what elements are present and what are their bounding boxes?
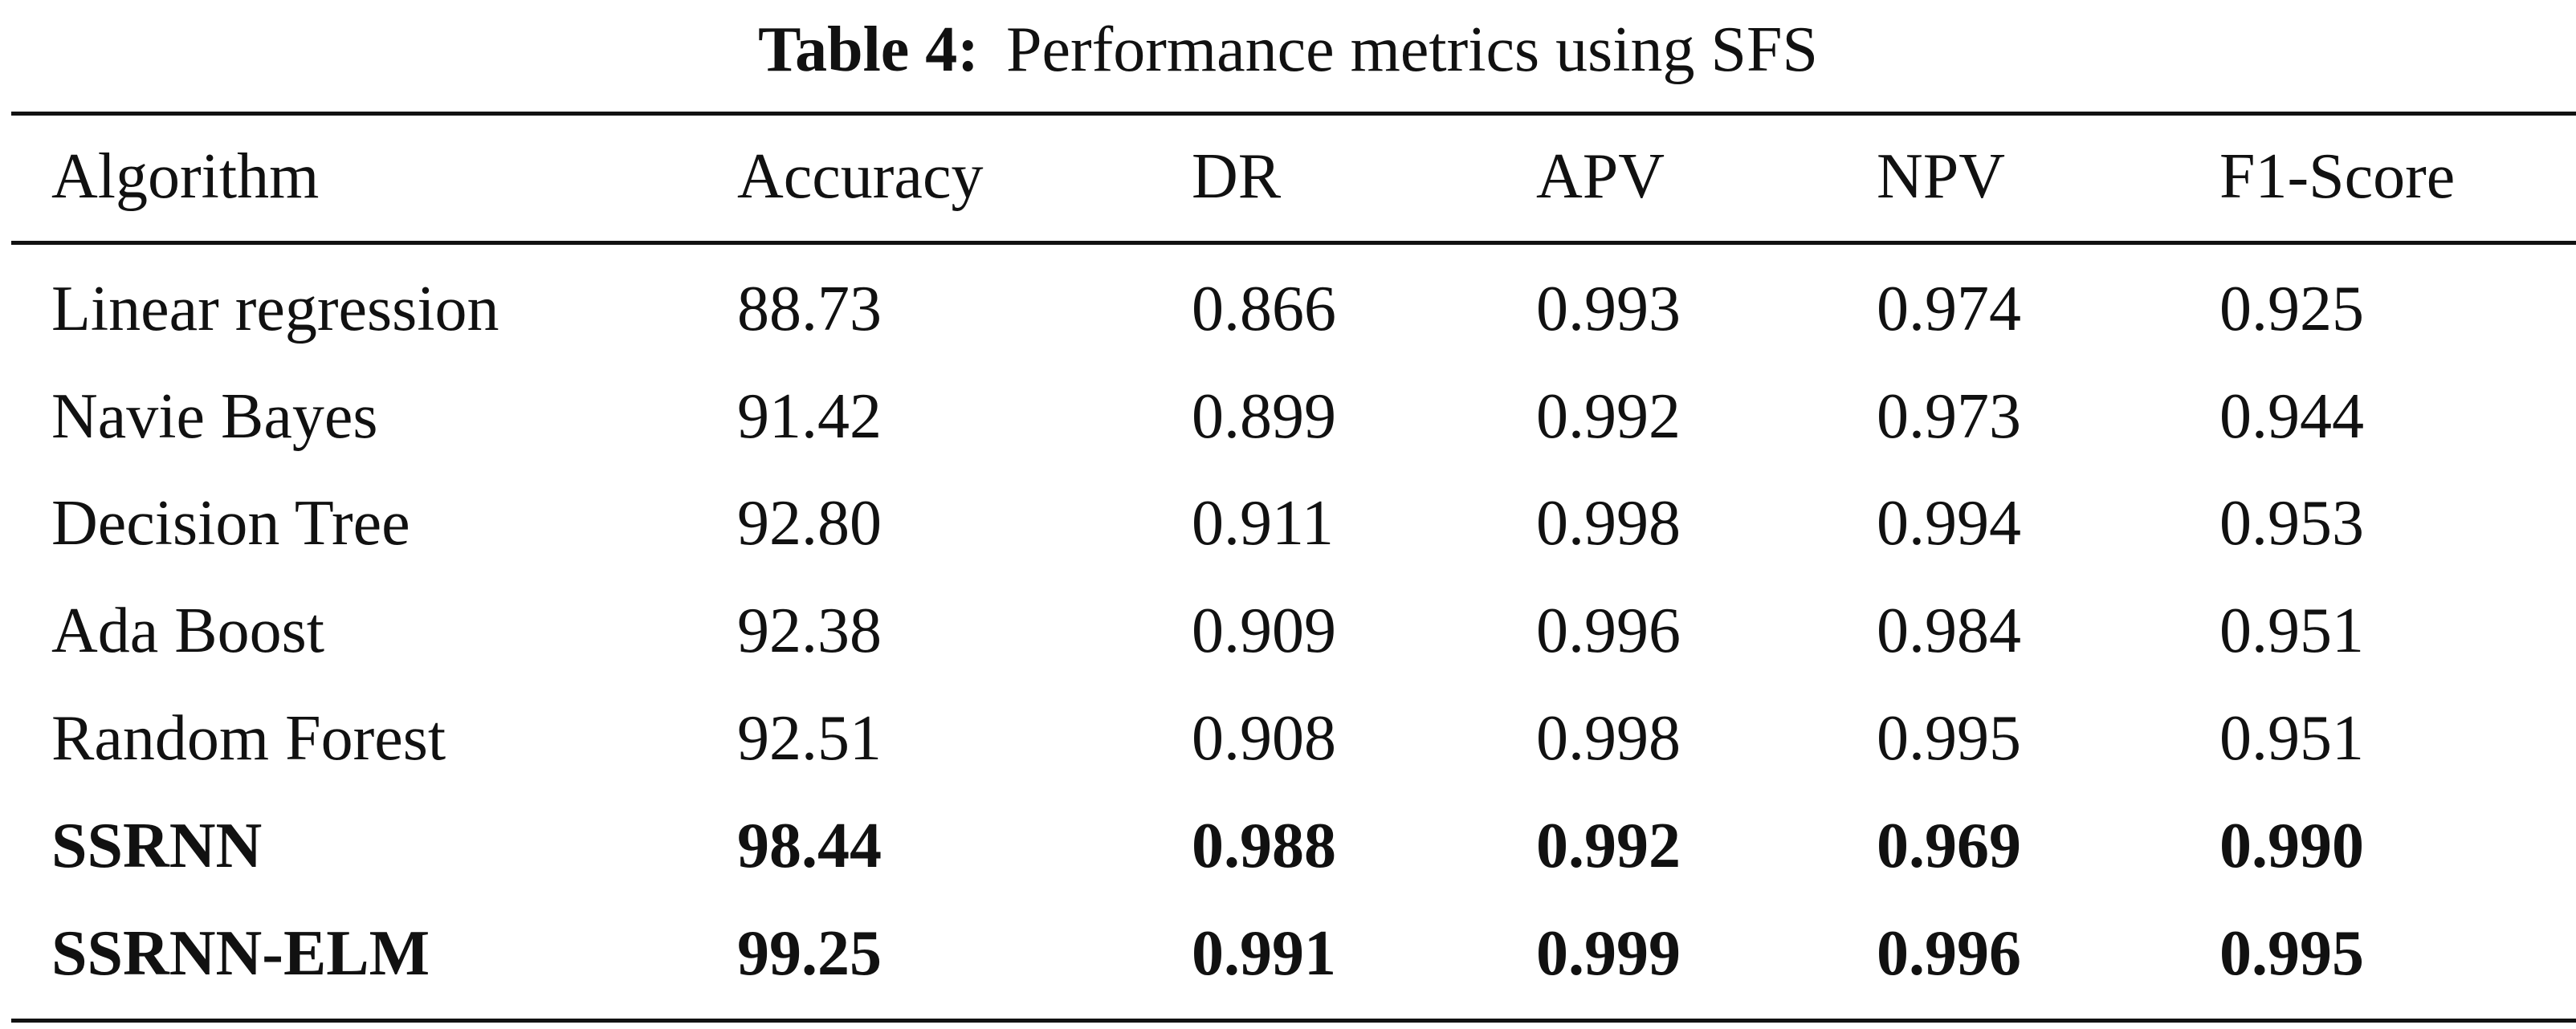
cell-apv: 0.999 [1536, 918, 1681, 989]
cell-accuracy: 92.51 [737, 703, 882, 774]
table-row: Linear regression 88.73 0.866 0.993 0.97… [0, 277, 2576, 357]
cell-dr: 0.909 [1192, 596, 1336, 666]
cell-f1-score: 0.990 [2219, 811, 2364, 881]
cell-dr: 0.991 [1192, 918, 1336, 989]
table-row: Random Forest 92.51 0.908 0.998 0.995 0.… [0, 706, 2576, 787]
table-row: Ada Boost 92.38 0.909 0.996 0.984 0.951 [0, 599, 2576, 679]
cell-apv: 0.998 [1536, 703, 1681, 774]
cell-npv: 0.984 [1877, 596, 2021, 666]
cell-npv: 0.974 [1877, 274, 2021, 344]
header-dr: DR [1192, 141, 1282, 212]
table-header-row: Algorithm Accuracy DR APV NPV F1-Score [0, 144, 2576, 225]
table-caption-label: Table 4: [758, 14, 979, 85]
table-row: Decision Tree 92.80 0.911 0.998 0.994 0.… [0, 491, 2576, 571]
table-row-highlighted: SSRNN 98.44 0.988 0.992 0.969 0.990 [0, 814, 2576, 894]
cell-algorithm: Linear regression [51, 274, 499, 344]
cell-accuracy: 99.25 [737, 918, 882, 989]
cell-dr: 0.899 [1192, 381, 1336, 452]
cell-dr: 0.866 [1192, 274, 1336, 344]
cell-algorithm: SSRNN [51, 811, 263, 881]
table-caption-title: Performance metrics using SFS [1005, 14, 1818, 85]
cell-algorithm: Decision Tree [51, 488, 410, 559]
cell-algorithm: Ada Boost [51, 596, 324, 666]
cell-npv: 0.996 [1877, 918, 2021, 989]
cell-algorithm: SSRNN-ELM [51, 918, 430, 989]
bottom-rule [11, 1019, 2576, 1023]
header-accuracy: Accuracy [737, 141, 984, 212]
cell-dr: 0.908 [1192, 703, 1336, 774]
cell-accuracy: 92.80 [737, 488, 882, 559]
header-algorithm: Algorithm [51, 141, 320, 212]
cell-f1-score: 0.951 [2219, 596, 2364, 666]
cell-f1-score: 0.951 [2219, 703, 2364, 774]
header-npv: NPV [1877, 141, 2006, 212]
header-rule [11, 241, 2576, 245]
cell-accuracy: 91.42 [737, 381, 882, 452]
cell-algorithm: Random Forest [51, 703, 446, 774]
cell-accuracy: 88.73 [737, 274, 882, 344]
cell-apv: 0.998 [1536, 488, 1681, 559]
cell-f1-score: 0.944 [2219, 381, 2364, 452]
cell-f1-score: 0.953 [2219, 488, 2364, 559]
cell-dr: 0.988 [1192, 811, 1336, 881]
cell-f1-score: 0.925 [2219, 274, 2364, 344]
header-apv: APV [1536, 141, 1665, 212]
cell-algorithm: Navie Bayes [51, 381, 378, 452]
cell-apv: 0.993 [1536, 274, 1681, 344]
cell-apv: 0.996 [1536, 596, 1681, 666]
cell-apv: 0.992 [1536, 381, 1681, 452]
cell-dr: 0.911 [1192, 488, 1335, 559]
table-caption: Table 4: Performance metrics using SFS [0, 0, 2576, 100]
cell-npv: 0.994 [1877, 488, 2021, 559]
cell-npv: 0.995 [1877, 703, 2021, 774]
cell-npv: 0.973 [1877, 381, 2021, 452]
cell-accuracy: 98.44 [737, 811, 882, 881]
cell-apv: 0.992 [1536, 811, 1681, 881]
cell-npv: 0.969 [1877, 811, 2021, 881]
table-row-highlighted: SSRNN-ELM 99.25 0.991 0.999 0.996 0.995 [0, 921, 2576, 1002]
top-rule [11, 112, 2576, 116]
cell-accuracy: 92.38 [737, 596, 882, 666]
table-row: Navie Bayes 91.42 0.899 0.992 0.973 0.94… [0, 384, 2576, 465]
header-f1-score: F1-Score [2219, 141, 2456, 212]
cell-f1-score: 0.995 [2219, 918, 2364, 989]
